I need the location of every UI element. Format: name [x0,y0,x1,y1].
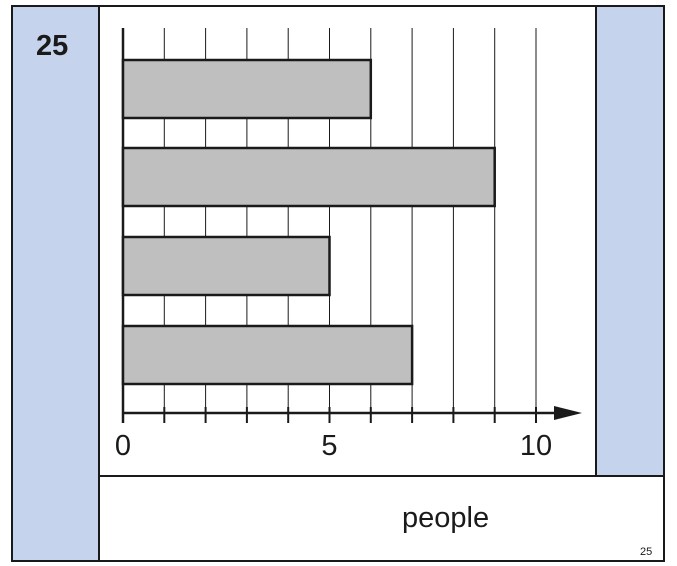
page-number: 25 [640,546,653,558]
x-tick-label: 10 [520,430,552,462]
right-accent-strip [595,7,663,476]
panel-divider [100,475,665,477]
x-axis-arrow [554,406,582,420]
unit-label: people [402,502,490,534]
bar [121,324,414,386]
bar [121,58,373,120]
left-accent-strip [13,7,100,560]
x-tick-label: 0 [115,430,131,462]
question-number: 25 [36,30,69,62]
bar [121,235,331,297]
x-tick-label: 5 [321,430,337,462]
bar [121,146,496,208]
